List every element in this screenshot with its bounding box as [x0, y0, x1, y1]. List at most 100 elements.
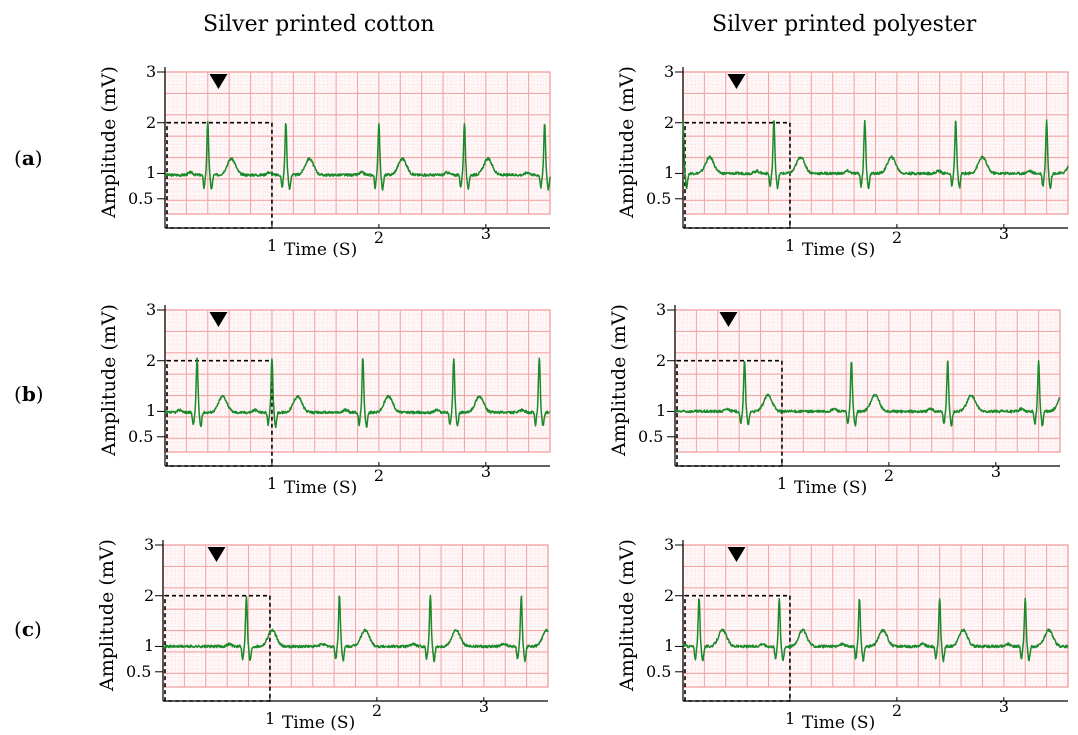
row-label-paren-close: ) — [34, 617, 42, 641]
row-label-paren-close: ) — [35, 382, 44, 406]
y-tick-label: 2 — [146, 350, 157, 370]
ecg-grid — [164, 71, 551, 215]
y-tick-label: 1 — [146, 401, 157, 421]
row-label-letter: a — [21, 146, 35, 170]
y-axis-title: Amplitude (mV) — [98, 304, 120, 456]
column-title-polyester: Silver printed polyester — [712, 12, 977, 37]
x-tick-label: 1 — [776, 474, 788, 493]
ecg-svg — [155, 540, 549, 702]
marker-triangle — [727, 547, 746, 562]
y-tick-label: 1 — [664, 636, 675, 656]
y-tick-label: 0.5 — [646, 661, 672, 681]
ecg-trace-line — [674, 359, 1061, 427]
marker-triangle — [209, 74, 228, 89]
y-tick-label: 3 — [656, 300, 667, 319]
x-tick-label: 2 — [373, 466, 385, 485]
y-tick-label: 2 — [144, 585, 155, 605]
ecg-svg — [675, 67, 1069, 229]
marker-triangle — [209, 312, 228, 327]
x-axis-title: Time (S) — [793, 478, 868, 498]
x-tick-label: 2 — [883, 466, 895, 485]
x-tick-label: 1 — [266, 474, 278, 493]
y-tick-label: 0.5 — [646, 188, 672, 208]
ecg-grid — [164, 309, 551, 453]
x-tick-label: 2 — [373, 228, 385, 247]
y-tick-label: 3 — [146, 62, 157, 81]
ecg-grid — [682, 544, 1069, 688]
ecg-trace-line — [162, 594, 549, 663]
marker-triangle — [207, 547, 226, 562]
y-tick-label: 0.5 — [638, 426, 664, 446]
x-tick-label: 1 — [784, 236, 796, 255]
ecg-svg — [667, 305, 1061, 467]
row-label-paren-close: ) — [34, 146, 43, 170]
y-tick-label: 3 — [664, 535, 675, 554]
row-label-a: (a) — [14, 146, 43, 170]
y-tick-label: 2 — [664, 112, 675, 132]
ecg-grid — [674, 309, 1061, 453]
x-tick-label: 2 — [891, 228, 903, 247]
y-axis-title: Amplitude (mV) — [608, 304, 630, 456]
ecg-panel-c-cotton: 0.5 1 2 3 1 2 3 Time (S) Amplitude (mV) — [88, 535, 558, 735]
ecg-trace-line — [164, 120, 551, 191]
x-axis-title: Time (S) — [801, 713, 876, 733]
y-tick-label: 2 — [664, 585, 675, 605]
y-axis-title: Amplitude (mV) — [98, 66, 120, 218]
x-tick-label: 3 — [480, 224, 492, 243]
row-label-b: (b) — [14, 382, 44, 406]
row-label-letter: b — [21, 382, 36, 406]
row-label-paren-open: ( — [14, 382, 22, 406]
row-label-paren-open: ( — [14, 146, 22, 170]
y-tick-label: 1 — [146, 163, 157, 183]
row-label-letter: c — [21, 617, 34, 641]
marker-triangle — [727, 74, 746, 89]
x-tick-label: 2 — [891, 701, 903, 720]
y-tick-label: 1 — [656, 401, 667, 421]
x-tick-label: 3 — [990, 462, 1002, 481]
y-tick-label: 3 — [664, 62, 675, 81]
x-tick-label: 2 — [371, 701, 383, 720]
highlight-box — [676, 359, 783, 467]
ecg-svg — [675, 540, 1069, 702]
y-tick-label: 0.5 — [128, 188, 154, 208]
ecg-trace-line — [682, 119, 1069, 190]
y-tick-label: 3 — [144, 535, 155, 554]
y-tick-label: 0.5 — [126, 661, 152, 681]
ecg-trace-line — [682, 597, 1069, 663]
ecg-panel-a-polyester: 0.5 1 2 3 1 2 3 Time (S) Amplitude (mV) — [608, 62, 1078, 262]
ecg-panel-b-polyester: 0.5 1 2 3 1 2 3 Time (S) Amplitude (mV) — [600, 300, 1070, 500]
ecg-grid — [682, 71, 1069, 215]
x-axis-title: Time (S) — [801, 240, 876, 260]
marker-triangle — [719, 312, 738, 327]
ecg-panel-a-cotton: 0.5 1 2 3 1 2 3 Time (S) Amplitude (mV) — [90, 62, 560, 262]
y-tick-label: 3 — [146, 300, 157, 319]
x-tick-label: 3 — [478, 697, 490, 716]
y-axis-title: Amplitude (mV) — [616, 66, 638, 218]
x-axis-title: Time (S) — [283, 478, 358, 498]
ecg-panel-c-polyester: 0.5 1 2 3 1 2 3 Time (S) Amplitude (mV) — [608, 535, 1078, 735]
x-tick-label: 3 — [998, 224, 1010, 243]
y-tick-label: 1 — [664, 163, 675, 183]
x-tick-label: 3 — [480, 462, 492, 481]
highlight-box — [684, 594, 791, 702]
ecg-svg — [157, 305, 551, 467]
ecg-trace-line — [164, 357, 551, 429]
y-tick-label: 2 — [656, 350, 667, 370]
row-label-c: (c) — [14, 617, 42, 641]
y-axis-title: Amplitude (mV) — [96, 539, 118, 691]
x-tick-label: 1 — [266, 236, 278, 255]
x-tick-label: 1 — [784, 709, 796, 728]
row-label-paren-open: ( — [14, 617, 22, 641]
ecg-svg — [157, 67, 551, 229]
x-tick-label: 1 — [264, 709, 276, 728]
column-title-cotton: Silver printed cotton — [203, 12, 435, 37]
ecg-panel-b-cotton: 0.5 1 2 3 1 2 3 Time (S) Amplitude (mV) — [90, 300, 560, 500]
y-tick-label: 2 — [146, 112, 157, 132]
x-axis-title: Time (S) — [281, 713, 356, 733]
y-axis-title: Amplitude (mV) — [616, 539, 638, 691]
y-tick-label: 1 — [144, 636, 155, 656]
x-tick-label: 3 — [998, 697, 1010, 716]
ecg-grid — [162, 544, 549, 688]
y-tick-label: 0.5 — [128, 426, 154, 446]
x-axis-title: Time (S) — [283, 240, 358, 260]
